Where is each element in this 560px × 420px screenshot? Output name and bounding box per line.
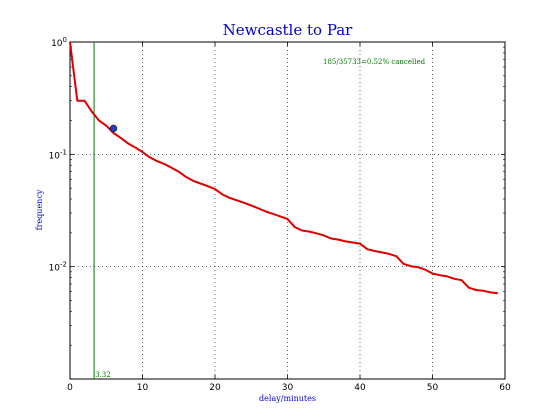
y-tick-label-exponent: -1 xyxy=(60,148,67,156)
x-tick-label: 0 xyxy=(67,383,73,393)
y-tick-label: 100 xyxy=(51,36,67,49)
y-tick-label-base: 10 xyxy=(49,264,61,274)
cancelled-annotation: 185/35733=0.52% cancelled xyxy=(323,58,426,66)
median-vline-label: 3.32 xyxy=(95,371,111,379)
y-axis-label: frequency xyxy=(35,189,44,230)
x-tick-label: 10 xyxy=(137,383,149,393)
data-marker xyxy=(109,124,118,133)
x-tick-label: 60 xyxy=(499,383,511,393)
x-tick-label: 20 xyxy=(209,383,221,393)
y-tick-label-exponent: 0 xyxy=(63,36,67,44)
y-tick-label-base: 10 xyxy=(51,39,63,49)
y-tick-label: 10-2 xyxy=(49,261,67,274)
x-axis-label: delay/minutes xyxy=(259,394,316,403)
chart-title: Newcastle to Par xyxy=(223,21,354,39)
x-tick-label: 40 xyxy=(354,383,366,393)
y-tick-label-base: 10 xyxy=(49,151,61,161)
x-tick-label: 50 xyxy=(427,383,439,393)
x-tick-label: 30 xyxy=(282,383,294,393)
series-line xyxy=(69,41,498,295)
y-tick-label-exponent: -2 xyxy=(60,261,67,269)
y-tick-label: 10-1 xyxy=(49,148,67,161)
x-tick-labels: 0 10 20 30 40 50 60 xyxy=(67,383,511,393)
grid xyxy=(70,42,505,379)
